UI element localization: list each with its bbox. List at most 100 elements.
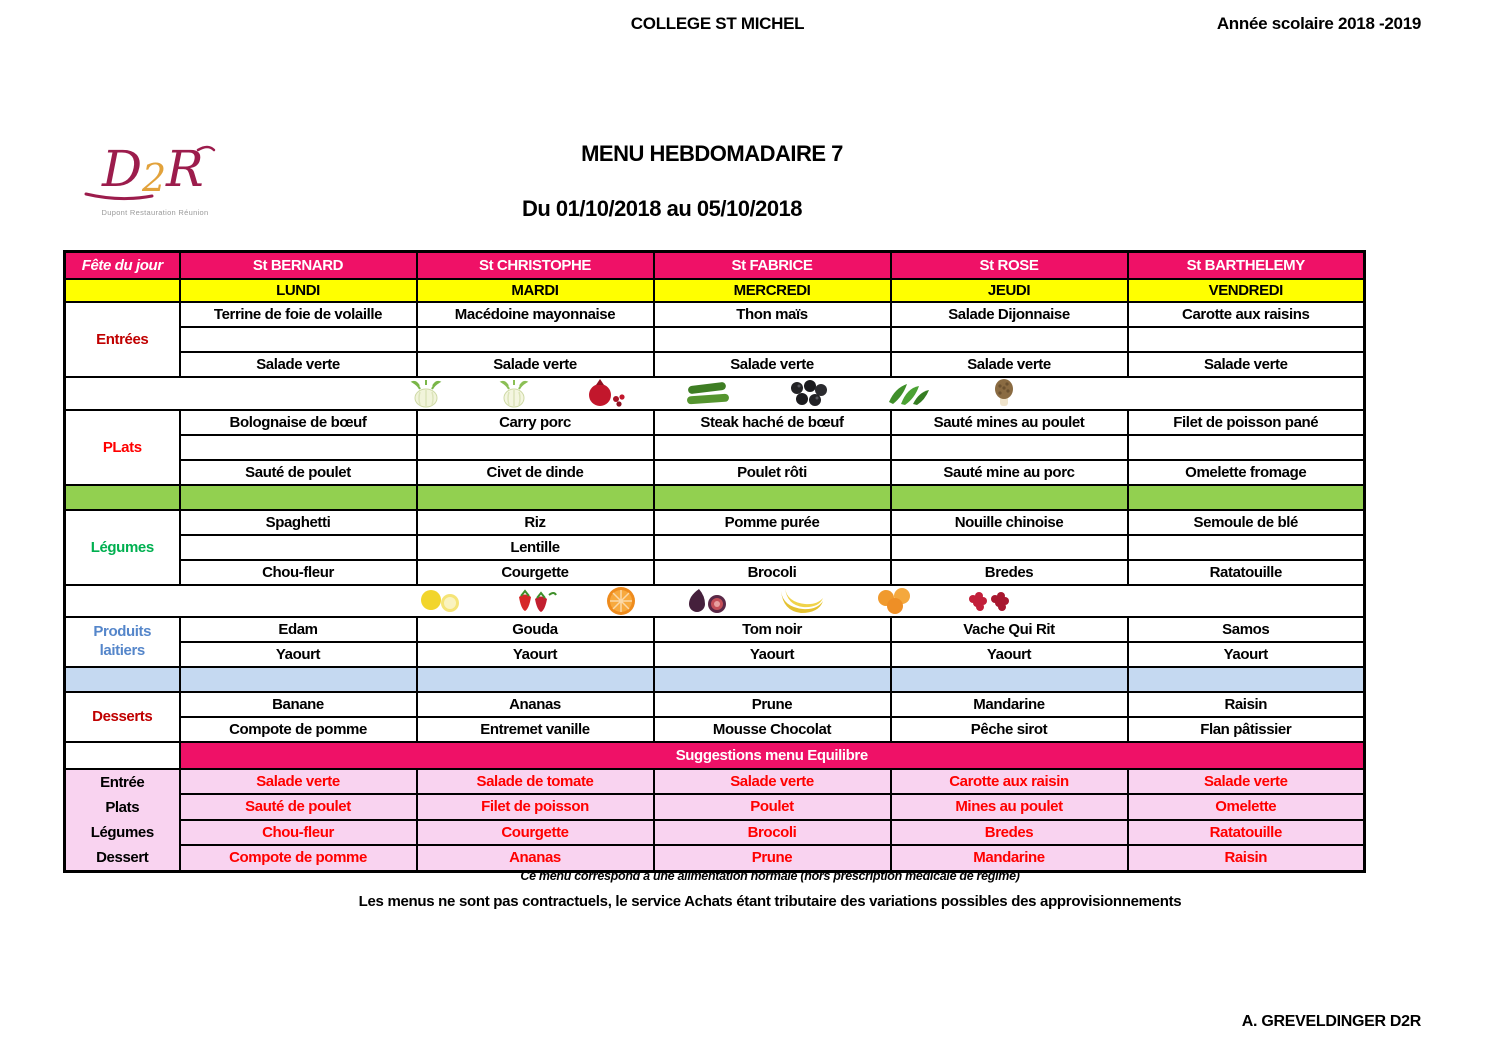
menu-cell: Sauté de poulet (178, 458, 418, 486)
green-band-cell (178, 483, 418, 511)
menu-cell: Civet de dinde (415, 458, 655, 486)
menu-cell: Brocoli (652, 558, 892, 586)
suggestion-cell: Mines au poulet (889, 793, 1129, 821)
menu-cell: Salade verte (1126, 350, 1366, 378)
courgette-icon (683, 379, 731, 408)
suggestions-row-4: Compote de pomme Ananas Prune Mandarine … (65, 844, 1366, 872)
saint-header: St BARTHELEMY (1126, 250, 1366, 280)
menu-cell (889, 533, 1129, 561)
menu-cell: Prune (652, 690, 892, 718)
menu-cell-empty (652, 325, 892, 353)
desserts-row-2: Compote de pomme Entremet vanille Mousse… (65, 715, 1366, 743)
suggestion-cell: Salade verte (1126, 767, 1366, 796)
menu-cell: Ratatouille (1126, 558, 1366, 586)
suggestions-row-3: Chou-fleur Courgette Brocoli Bredes Rata… (65, 818, 1366, 847)
blue-band-cell (63, 665, 181, 693)
suggestion-label-plats: Plats (105, 798, 140, 816)
menu-cell: Sauté mines au poulet (889, 408, 1129, 436)
suggestion-label-legumes: Légumes (90, 823, 154, 841)
lemon-icon (419, 587, 463, 615)
blue-band-cell (415, 665, 655, 693)
saint-header: St ROSE (889, 250, 1129, 280)
olives-icon (787, 379, 829, 408)
menu-cell: Mousse Chocolat (652, 715, 892, 743)
section-label-plats: PLats (63, 408, 181, 486)
vegetable-image-band (63, 375, 1366, 411)
menu-cell: Spaghetti (178, 508, 418, 536)
menu-cell: Pêche sirot (889, 715, 1129, 743)
day-corner-empty (63, 277, 181, 303)
menu-cell: Flan pâtissier (1126, 715, 1366, 743)
menu-cell (1126, 533, 1366, 561)
menu-cell: Mandarine (889, 690, 1129, 718)
logo-subtitle: Dupont Restauration Réunion (101, 208, 209, 217)
green-band-row (63, 483, 1366, 511)
menu-cell: Salade Dijonnaise (889, 300, 1129, 328)
menu-cell: Nouille chinoise (889, 508, 1129, 536)
produits-label-line2: laitiers (99, 641, 146, 659)
regime-note: Ce menu correspond à une alimentation no… (520, 869, 1020, 883)
suggestion-cell: Ananas (415, 844, 655, 872)
bredes-leaves-icon (885, 379, 931, 408)
menu-cell: Yaourt (178, 640, 418, 668)
menu-cell: Bredes (889, 558, 1129, 586)
suggestion-cell: Sauté de poulet (178, 793, 418, 821)
menu-cell: Entremet vanille (415, 715, 655, 743)
figs-icon (685, 587, 729, 615)
section-label-produits-laitiers: Produits laitiers (63, 615, 181, 668)
suggestions-row-1: Entrée Plats Légumes Dessert Salade vert… (63, 767, 1366, 872)
green-band-cell (415, 483, 655, 511)
menu-cell: Banane (178, 690, 418, 718)
day-header: MERCREDI (652, 277, 892, 303)
plats-row-1: PLats Bolognaise de bœuf Carry porc Stea… (63, 408, 1366, 486)
menu-cell-empty (415, 325, 655, 353)
day-header: VENDREDI (1126, 277, 1366, 303)
suggestion-cell: Brocoli (652, 818, 892, 847)
suggestions-row-labels: Entrée Plats Légumes Dessert (63, 767, 181, 872)
desserts-row-1: Desserts Banane Ananas Prune Mandarine R… (63, 690, 1366, 743)
section-label-entrees: Entrées (63, 300, 181, 378)
menu-cell (178, 533, 418, 561)
suggestions-header-row: Suggestions menu Equilibre (63, 740, 1366, 770)
menu-cell: Steak haché de bœuf (652, 408, 892, 436)
days-row: LUNDI MARDI MERCREDI JEUDI VENDREDI (63, 277, 1366, 303)
day-header: JEUDI (889, 277, 1129, 303)
orange-slice-icon (605, 586, 637, 615)
menu-cell: Tom noir (652, 615, 892, 643)
section-label-legumes: Légumes (63, 508, 181, 586)
menu-cell: Terrine de foie de volaille (178, 300, 418, 328)
menu-cell: Semoule de blé (1126, 508, 1366, 536)
menu-cell: Ananas (415, 690, 655, 718)
menu-cell-empty (1126, 433, 1366, 461)
suggestion-cell: Bredes (889, 818, 1129, 847)
plats-row-2 (65, 433, 1366, 461)
morel-mushroom-icon (987, 379, 1021, 408)
menu-cell (652, 533, 892, 561)
fruit-image-row (63, 583, 1366, 618)
blue-band-cell (889, 665, 1129, 693)
menu-cell: Courgette (415, 558, 655, 586)
saint-header: St CHRISTOPHE (415, 250, 655, 280)
menu-cell: Sauté mine au porc (889, 458, 1129, 486)
saint-header: St FABRICE (652, 250, 892, 280)
menu-cell-empty (178, 433, 418, 461)
menu-cell: Thon maïs (652, 300, 892, 328)
saints-row: Fête du jour St BERNARD St CHRISTOPHE St… (63, 250, 1366, 280)
menu-cell: Bolognaise de bœuf (178, 408, 418, 436)
legumes-row-1: Légumes Spaghetti Riz Pomme purée Nouill… (63, 508, 1366, 586)
weekly-menu-table: Fête du jour St BERNARD St CHRISTOPHE St… (63, 250, 1366, 873)
suggestion-cell: Poulet (652, 793, 892, 821)
entrees-row-2 (65, 325, 1366, 353)
day-header: MARDI (415, 277, 655, 303)
blue-band-cell (1126, 665, 1366, 693)
menu-cell: Omelette fromage (1126, 458, 1366, 486)
suggestion-label-dessert: Dessert (96, 848, 149, 866)
produits-label-line1: Produits (93, 622, 152, 640)
produits-laitiers-row-1: Produits laitiers Edam Gouda Tom noir Va… (63, 615, 1366, 668)
blue-band-cell (652, 665, 892, 693)
menu-cell: Vache Qui Rit (889, 615, 1129, 643)
menu-cell: Edam (178, 615, 418, 643)
svg-text:2: 2 (141, 156, 166, 200)
menu-cell: Salade verte (415, 350, 655, 378)
